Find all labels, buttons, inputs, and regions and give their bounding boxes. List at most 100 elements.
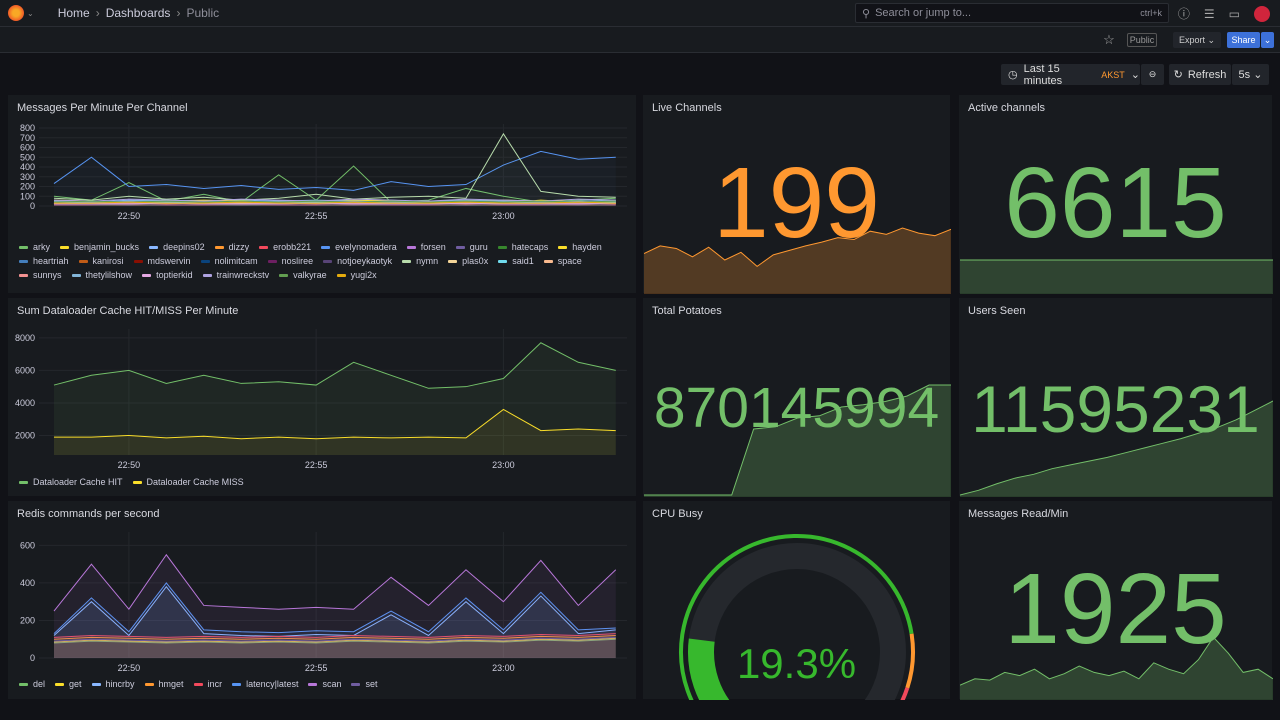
share-dropdown-button[interactable]: ⌄ — [1261, 32, 1274, 48]
legend-item[interactable]: kanirosi — [78, 256, 124, 266]
legend-label: space — [557, 256, 582, 266]
series-area — [53, 554, 616, 658]
stat-value: 6615 — [1004, 147, 1227, 259]
legend-item[interactable]: benjamin_bucks — [60, 242, 139, 252]
series-area — [53, 639, 616, 658]
legend-item[interactable]: mdswervin — [133, 256, 191, 266]
news-feed-icon[interactable]: ☰ — [1203, 6, 1215, 21]
series-area — [53, 409, 616, 455]
legend-item[interactable]: space — [543, 256, 582, 266]
series-line-valkyrae — [53, 200, 616, 203]
y-tick-label: 100 — [20, 191, 35, 201]
grafana-logo-icon[interactable] — [8, 5, 24, 21]
y-tick-label: 0 — [30, 201, 35, 211]
legend-item[interactable]: erobb221 — [259, 242, 311, 252]
legend-item[interactable]: dizzy — [214, 242, 249, 252]
legend-swatch — [558, 245, 568, 249]
legend-item[interactable]: Dataloader Cache MISS — [132, 477, 244, 487]
sparkline-area — [644, 228, 951, 294]
legend-item[interactable]: incr — [193, 679, 222, 689]
search-input[interactable]: ⚲ Search or jump to... ctrl+k — [855, 3, 1169, 23]
series-line-toptierkid — [53, 202, 616, 205]
legend-item[interactable]: deepins02 — [149, 242, 205, 252]
panel-cache-hit-miss: Sum Dataloader Cache HIT/MISS Per Minute… — [8, 298, 636, 496]
help-icon[interactable]: ⓘ — [1177, 7, 1190, 21]
legend-item[interactable]: guru — [455, 242, 488, 252]
legend-item[interactable]: heartriah — [19, 256, 69, 266]
star-icon[interactable]: ☆ — [1103, 32, 1115, 47]
legend-item[interactable]: Dataloader Cache HIT — [19, 477, 123, 487]
panel-active-channels: Active channels 6615 — [959, 95, 1273, 294]
legend-swatch — [60, 245, 70, 249]
share-button[interactable]: Share — [1227, 32, 1260, 48]
legend-item[interactable]: nosliree — [267, 256, 313, 266]
x-tick-label: 22:50 — [118, 460, 141, 470]
y-tick-label: 200 — [20, 182, 35, 192]
legend-item[interactable]: hmget — [144, 679, 184, 689]
chevron-down-icon[interactable]: ⌄ — [27, 8, 34, 18]
series-line-hmget — [53, 634, 616, 640]
breadcrumb-dashboards[interactable]: Dashboards — [105, 6, 171, 20]
legend-swatch — [144, 682, 154, 686]
legend-item[interactable]: latency|latest — [232, 679, 298, 689]
avatar[interactable] — [1254, 5, 1270, 22]
legend-swatch — [193, 682, 203, 686]
kiosk-mode-icon[interactable]: ▭ — [1228, 6, 1240, 21]
panel-redis-commands: Redis commands per second 0 200 400 600 22:5… — [8, 501, 636, 699]
legend-item[interactable]: plas0x — [448, 256, 488, 266]
panel-cpu-busy: CPU Busy 19.3% — [643, 501, 950, 700]
legend-item[interactable]: del — [19, 679, 45, 689]
legend-item[interactable]: yugi2x — [336, 270, 377, 280]
legend-label: del — [33, 679, 46, 689]
panel-title: Sum Dataloader Cache HIT/MISS Per Minute — [17, 305, 239, 317]
breadcrumb-home[interactable]: Home — [57, 6, 90, 20]
zoom-out-icon[interactable]: ⊖ — [1141, 64, 1164, 85]
legend-swatch — [19, 259, 28, 263]
legend-item[interactable]: nolimitcam — [200, 256, 258, 266]
legend-item[interactable]: valkyrae — [279, 270, 327, 280]
y-tick-label: 600 — [20, 143, 35, 153]
legend-item[interactable]: notjoeykaotyk — [323, 256, 392, 266]
legend-item[interactable]: evelynomadera — [321, 242, 397, 252]
legend-item[interactable]: sunnys — [19, 270, 62, 280]
legend-item[interactable]: get — [55, 679, 82, 689]
search-icon: ⚲ — [862, 7, 871, 20]
legend-item[interactable]: arky — [19, 242, 50, 252]
export-button[interactable]: Export ⌄ — [1173, 32, 1221, 48]
legend-item[interactable]: hatecaps — [497, 242, 548, 252]
legend-item[interactable]: nymn — [402, 256, 438, 266]
refresh-interval-picker[interactable]: 5s ⌄ — [1232, 64, 1269, 85]
legend-item[interactable]: set — [351, 679, 377, 689]
legend-label: forsen — [420, 242, 446, 252]
legend-swatch — [259, 245, 269, 249]
legend-label: thetylilshow — [85, 270, 133, 280]
y-tick-label: 500 — [20, 152, 35, 162]
legend-item[interactable]: scan — [308, 679, 341, 689]
sparkline-area — [644, 385, 951, 497]
x-tick-label: 23:00 — [492, 460, 515, 470]
refresh-button[interactable]: ↻ Refresh — [1169, 64, 1231, 85]
legend-label: evelynomadera — [335, 242, 397, 252]
legend-swatch — [455, 245, 465, 249]
legend-item[interactable]: toptierkid — [142, 270, 193, 280]
legend-swatch — [19, 682, 28, 686]
x-tick-label: 22:55 — [305, 663, 328, 673]
time-range-picker[interactable]: ◷ Last 15 minutes AKST ⌄ — [1001, 63, 1140, 87]
top-nav: ⌄ Home › Dashboards › Public ⚲ Search or j… — [0, 0, 1280, 27]
series-line-scan — [53, 553, 617, 612]
series-line-set — [53, 636, 616, 642]
legend-item[interactable]: thetylilshow — [71, 270, 133, 280]
series-line-hincrby — [53, 585, 616, 637]
y-tick-label: 700 — [20, 133, 35, 143]
legend-label: mdswervin — [147, 256, 191, 266]
legend: Dataloader Cache HIT Dataloader Cache MIS… — [19, 477, 629, 487]
legend-label: trainwreckstv — [216, 270, 270, 280]
legend-item[interactable]: trainwreckstv — [202, 270, 270, 280]
legend-item[interactable]: hayden — [558, 242, 602, 252]
legend-item[interactable]: hincrby — [91, 679, 135, 689]
sparkline — [960, 636, 1273, 700]
series-line-del — [53, 638, 616, 644]
legend-item[interactable]: forsen — [406, 242, 446, 252]
sparkline — [960, 400, 1273, 497]
legend-item[interactable]: said1 — [498, 256, 534, 266]
